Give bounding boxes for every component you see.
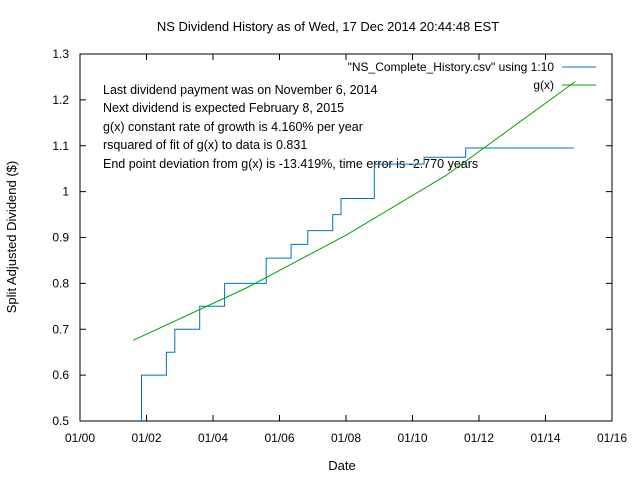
x-tick-label: 01/00 bbox=[65, 431, 95, 445]
chart-title: NS Dividend History as of Wed, 17 Dec 20… bbox=[157, 19, 499, 34]
y-axis-label: Split Adjusted Dividend ($) bbox=[4, 161, 19, 313]
annotation-next-dividend: Next dividend is expected February 8, 20… bbox=[103, 101, 344, 115]
x-tick-label: 01/08 bbox=[331, 431, 361, 445]
y-tick-label: 1.3 bbox=[52, 47, 69, 61]
x-tick-label: 01/06 bbox=[264, 431, 294, 445]
y-tick-label: 0.9 bbox=[52, 231, 69, 245]
annotation-end-deviation: End point deviation from g(x) is -13.419… bbox=[103, 157, 478, 171]
x-tick-label: 01/16 bbox=[597, 431, 627, 445]
legend-label-dividend: "NS_Complete_History.csv" using 1:10 bbox=[348, 60, 555, 74]
y-tick-label: 0.8 bbox=[52, 276, 69, 290]
x-tick-label: 01/04 bbox=[198, 431, 228, 445]
annotation-last-payment: Last dividend payment was on November 6,… bbox=[103, 83, 378, 97]
series-layer bbox=[132, 81, 576, 421]
x-axis: 01/00 01/02 01/04 01/06 01/08 01/10 01/12 01/14… bbox=[65, 54, 627, 445]
dividend-step-line bbox=[141, 147, 574, 421]
y-tick-label: 0.7 bbox=[52, 322, 69, 336]
legend-label-gx: g(x) bbox=[533, 78, 554, 92]
y-axis: 0.5 0.6 0.7 0.8 0.9 1 1.1 1.2 1.3 bbox=[52, 47, 612, 428]
y-tick-label: 0.6 bbox=[52, 368, 69, 382]
y-tick-label: 0.5 bbox=[52, 414, 69, 428]
y-tick-label: 1.2 bbox=[52, 93, 69, 107]
gx-fit-line bbox=[132, 81, 576, 341]
y-tick-label: 1.1 bbox=[52, 139, 69, 153]
annotation-rsquared: rsquared of fit of g(x) to data is 0.831 bbox=[103, 138, 307, 152]
x-tick-label: 01/14 bbox=[530, 431, 560, 445]
x-tick-label: 01/10 bbox=[397, 431, 427, 445]
annotation-growth-rate: g(x) constant rate of growth is 4.160% p… bbox=[103, 120, 363, 134]
x-axis-label: Date bbox=[328, 458, 355, 473]
x-tick-label: 01/02 bbox=[131, 431, 161, 445]
legend: "NS_Complete_History.csv" using 1:10 g(x… bbox=[348, 60, 596, 92]
annotations: Last dividend payment was on November 6,… bbox=[103, 83, 478, 171]
y-tick-label: 1 bbox=[62, 185, 69, 199]
x-tick-label: 01/12 bbox=[464, 431, 494, 445]
